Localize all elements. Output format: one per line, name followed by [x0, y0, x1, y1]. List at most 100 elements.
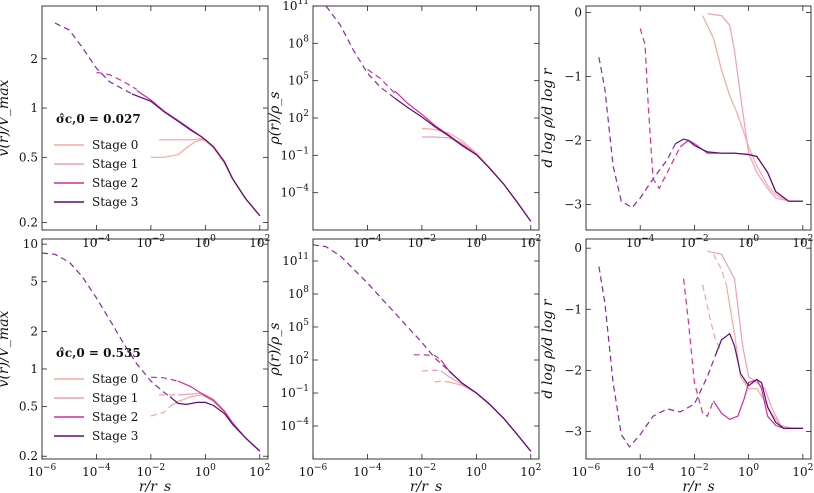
axes-frame [585, 238, 812, 460]
series-line-stage-3 [394, 97, 532, 222]
series-line-stage-2-dashed [150, 376, 179, 382]
y-tick-label: −3 [564, 425, 582, 439]
x-tick-label: 100 [466, 463, 487, 479]
y-tick-label: 1 [30, 101, 38, 115]
panel-top-middle: 10−4 10−2 100 10210−410−11021051081011ρ(r)/… [267, 0, 541, 250]
y-tick-label: 2 [30, 52, 38, 66]
series-line-stage-1-dashed [702, 284, 723, 353]
series-line-stage-0-dashed [434, 380, 450, 383]
y-tick-label: 105 [288, 72, 309, 88]
x-axis-label: r/r_s [410, 479, 442, 493]
y-tick-label: 108 [288, 285, 309, 301]
legend-label: Stage 2 [92, 410, 138, 424]
series-group [54, 22, 261, 217]
x-tick-label: 102 [792, 463, 813, 479]
y-tick-label: 105 [288, 318, 309, 334]
axes-frame [312, 238, 540, 460]
sigma-annotation: σ̂c,0 = 0.535 [56, 346, 141, 360]
x-tick-label: 102 [520, 463, 541, 479]
y-tick-label: 0.2 [19, 449, 38, 463]
legend-label: Stage 3 [92, 195, 138, 209]
series-line-stage-0 [448, 381, 532, 452]
series-line-stage-0 [150, 139, 261, 217]
x-tick-label: 10−4 [353, 463, 382, 479]
series-line-stage-2 [136, 90, 261, 217]
series-line-stage-2 [394, 90, 532, 222]
y-tick-label: 2 [30, 324, 38, 338]
x-tick-label: 10−2 [137, 463, 166, 479]
y-tick-label: 108 [288, 34, 309, 50]
sigma-annotation: σ̂c,0 = 0.027 [56, 112, 141, 126]
panel-bottom-left: 10−6 10−4 10−2 100 102 0.2 0.5 1 2 5 10 v(r)/V_maxr… [0, 237, 270, 493]
y-axis-label: v(r)/V_max [0, 310, 12, 387]
series-line-stage-1 [159, 138, 261, 217]
panel-bottom-middle: 10−6 10−4 10−2 100 102 10−4 10−1 102 105 108 1011 ρ… [267, 238, 541, 493]
y-tick-label: 102 [288, 109, 309, 125]
series-line-stage-0 [702, 15, 803, 202]
x-tick-label: 102 [249, 463, 270, 479]
y-axis-label: d log ρ/d log r [540, 67, 556, 167]
series-line-stage-3 [131, 93, 261, 217]
legend-label: Stage 1 [92, 157, 138, 171]
y-tick-label: 10−1 [280, 146, 309, 162]
y-tick-label: 0.5 [19, 150, 38, 164]
x-tick-label: 10−6 [28, 463, 57, 479]
y-tick-label: 0 [574, 241, 582, 255]
y-tick-label: 10−1 [280, 384, 309, 400]
x-tick-label: 10−4 [82, 463, 111, 479]
series-line-stage-3-dashed [313, 244, 450, 372]
axes-frame [585, 5, 812, 231]
series-line-stage-3-dashed [54, 22, 133, 95]
y-tick-label: 102 [288, 351, 309, 367]
y-tick-label: −2 [564, 133, 582, 147]
series-line-stage-2-dashed [413, 354, 442, 361]
y-tick-label: 5 [30, 275, 38, 289]
x-tick-label: 100 [195, 463, 216, 479]
series-line-stage-3-dashed [325, 6, 396, 99]
y-axis-label: d log ρ/d log r [540, 298, 556, 398]
series-group [42, 252, 261, 452]
legend-label: Stage 3 [92, 429, 138, 443]
axes-frame [41, 238, 269, 460]
series-line-stage-1 [421, 136, 532, 222]
series-line-stage-1 [178, 392, 261, 452]
y-tick-label: 1011 [282, 0, 309, 13]
y-tick-label: 10−4 [280, 184, 309, 200]
series-line-stage-2 [712, 378, 803, 429]
y-tick-label: −2 [564, 363, 582, 377]
x-tick-label: 100 [738, 463, 759, 479]
panel-bottom-right: 10−6 10−4 10−2 100 102 0 −1 −2 −3 d log ρ/d log r… [540, 238, 813, 493]
x-tick-label: 10−2 [680, 463, 709, 479]
series-line-stage-1 [707, 13, 803, 202]
series-line-stage-2-dashed [367, 68, 396, 94]
y-tick-label: 0 [574, 5, 582, 19]
y-tick-label: 0.2 [19, 216, 38, 230]
y-axis-label: ρ(r)/ρ_s [267, 92, 283, 146]
y-tick-label: 1 [30, 362, 38, 376]
series-line-stage-1-dashed [421, 369, 441, 372]
x-tick-label: 10−4 [626, 463, 655, 479]
series-line-stage-3-dashed [42, 252, 171, 398]
series-group [598, 250, 803, 448]
series-line-stage-3 [675, 138, 803, 202]
x-axis-label: r/r_s [682, 479, 714, 493]
y-tick-label: 0.5 [19, 400, 38, 414]
y-axis-label: ρ(r)/ρ_s [267, 323, 283, 377]
series-line-stage-3-dashed [598, 266, 717, 448]
y-tick-label: 1011 [282, 252, 309, 268]
legend-label: Stage 0 [92, 138, 138, 152]
y-axis-label: v(r)/V_max [0, 79, 12, 156]
y-tick-label: 10−4 [280, 417, 309, 433]
legend-label: Stage 1 [92, 391, 138, 405]
series-line-stage-0-dashed [150, 406, 171, 417]
series-line-stage-1 [707, 250, 803, 429]
series-line-stage-0 [169, 394, 261, 452]
series-line-stage-3 [169, 396, 261, 452]
series-line-stage-0-dashed [712, 254, 727, 285]
x-tick-label: 10−6 [299, 463, 328, 479]
series-line-stage-2-dashed [639, 28, 681, 190]
series-line-stage-3 [448, 370, 532, 452]
